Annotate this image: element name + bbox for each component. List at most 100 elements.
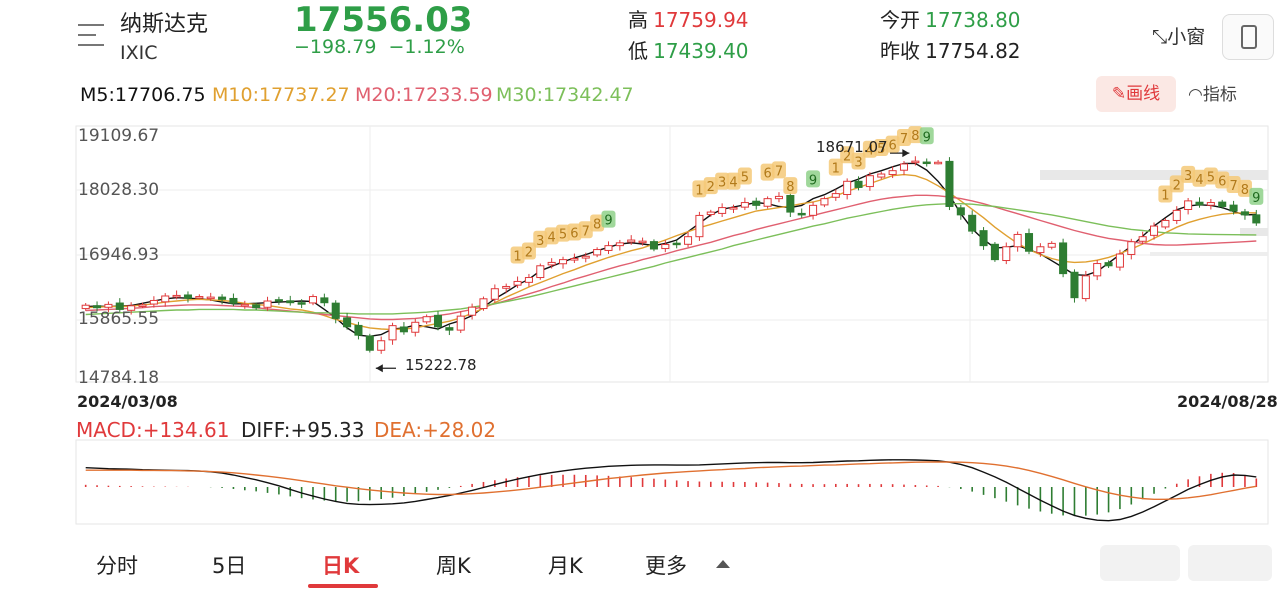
tab-monthly-k[interactable]: 月K (548, 554, 583, 578)
high-label: 高 (628, 8, 648, 32)
candle-body (1070, 271, 1079, 299)
candle-body (559, 259, 568, 265)
td-number: 4 (866, 144, 874, 159)
td-badge (521, 242, 536, 260)
draw-line-button[interactable]: ✎画线 (1096, 76, 1176, 112)
td-number: 7 (775, 164, 783, 179)
diff-line (85, 459, 1257, 522)
candle (331, 300, 340, 324)
td-number: 4 (729, 176, 737, 191)
candle-body (138, 304, 147, 307)
td-label: 6 (760, 163, 775, 182)
phone-button[interactable] (1222, 14, 1274, 60)
candle (922, 158, 931, 167)
candle (218, 294, 227, 305)
draw-line-label: 画线 (1126, 84, 1161, 104)
td-number: 2 (1173, 178, 1181, 193)
candle-body (945, 160, 954, 207)
diff-value: DIFF:+95.33 (241, 418, 365, 442)
ma-line-m30 (85, 202, 1257, 316)
resistance-band (1040, 170, 1268, 180)
candle-body (922, 161, 931, 165)
indicator-label: 指标 (1202, 85, 1237, 105)
candle-body (831, 193, 840, 198)
macd-panel-frame (75, 439, 1269, 525)
td-badge (840, 146, 855, 164)
tab-more[interactable]: 更多 (645, 554, 687, 578)
td-badge (544, 227, 559, 245)
candle (797, 208, 806, 218)
td-number: 8 (1241, 183, 1249, 198)
td-badge (783, 177, 798, 195)
bottom-action-button[interactable] (1100, 545, 1180, 581)
change-value: −198.79 (294, 36, 377, 58)
candle (479, 296, 488, 311)
td-badge (703, 177, 718, 195)
td-label: 8 (1237, 179, 1252, 198)
candle-body (1024, 233, 1034, 252)
candle-body (502, 285, 511, 289)
candle-body (979, 230, 988, 247)
candle-body (93, 305, 102, 309)
candle (934, 160, 943, 165)
high-stat: 高 17759.94 (628, 4, 749, 33)
candle (490, 284, 499, 303)
macd-chart (84, 459, 1258, 522)
td-number: 1 (695, 183, 703, 198)
candle (127, 302, 136, 315)
candle-body (547, 261, 556, 266)
bottom-action-button[interactable] (1188, 545, 1272, 581)
tab-weekly-k[interactable]: 周K (436, 554, 471, 578)
td-label: 1 (692, 180, 707, 198)
candle-body (718, 207, 727, 214)
candle-body (809, 204, 818, 216)
indicator-button[interactable]: ◠指标 (1188, 80, 1237, 105)
candle-body (1002, 246, 1011, 262)
candle (161, 293, 170, 307)
resistance-bands (1040, 170, 1268, 256)
candle-body (899, 163, 909, 171)
candle (718, 203, 727, 217)
candle (911, 156, 920, 166)
td-number: 2 (843, 149, 851, 164)
td-badge (578, 221, 593, 239)
candle-body (877, 173, 886, 178)
candle (1047, 241, 1056, 250)
resistance-band (1240, 228, 1268, 236)
candle (1195, 197, 1204, 208)
td-badge (1237, 179, 1252, 197)
popout-button[interactable]: ⤡小窗 (1152, 22, 1205, 49)
candle-body (1013, 233, 1022, 248)
tab-intraday[interactable]: 分时 (96, 554, 138, 578)
candle-body (468, 306, 477, 316)
candle (1081, 270, 1090, 302)
td-number: 6 (1218, 174, 1226, 189)
candle (274, 296, 283, 305)
candle-body (524, 277, 533, 283)
candle (570, 253, 579, 263)
td-number: 7 (582, 224, 590, 239)
candle-body (570, 258, 579, 261)
menu-icon[interactable] (78, 22, 108, 50)
td-badge (601, 210, 616, 228)
td-label: 9 (806, 170, 821, 188)
tab-5day[interactable]: 5日 (212, 554, 247, 578)
candle (263, 296, 272, 311)
tab-daily-k[interactable]: 日K (322, 554, 360, 578)
candle (1184, 197, 1193, 215)
candle (286, 295, 295, 306)
pencil-icon: ✎ (1111, 84, 1127, 104)
candle (229, 293, 238, 307)
ma10-legend: M10:17737.27 (212, 84, 350, 106)
high-value: 17759.94 (653, 8, 749, 32)
candle (888, 166, 897, 179)
candle-body (1184, 200, 1193, 210)
td-badge (885, 135, 900, 153)
candle-body (172, 294, 181, 298)
gauge-icon: ◠ (1188, 85, 1203, 105)
caret-up-icon[interactable] (716, 560, 730, 568)
prev-close-value: 17754.82 (925, 39, 1021, 63)
candle-body (1252, 214, 1261, 224)
candle-body (422, 316, 431, 323)
